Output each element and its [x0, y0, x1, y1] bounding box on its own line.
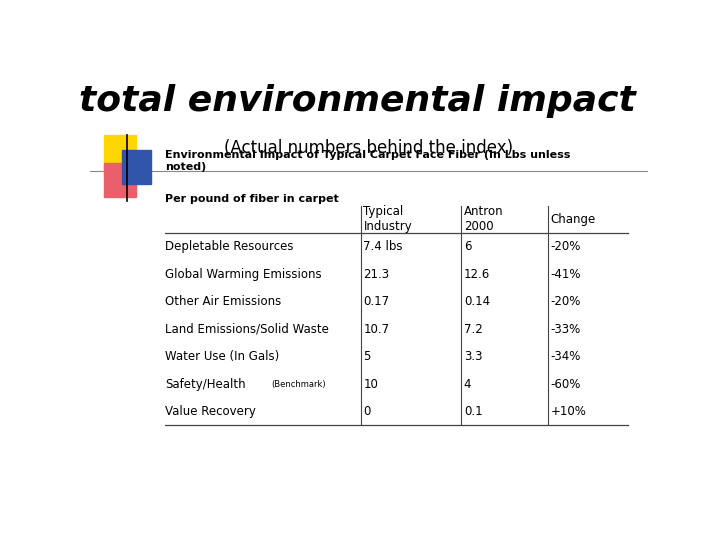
Text: 0.17: 0.17	[364, 295, 390, 308]
Text: 5: 5	[364, 350, 371, 363]
Text: (Benchmark): (Benchmark)	[271, 380, 326, 389]
Text: Safety/Health: Safety/Health	[166, 377, 246, 390]
Text: -34%: -34%	[550, 350, 581, 363]
Text: Land Emissions/Solid Waste: Land Emissions/Solid Waste	[166, 323, 329, 336]
Bar	[104, 136, 136, 175]
Text: -20%: -20%	[550, 295, 581, 308]
Text: Change: Change	[550, 213, 595, 226]
Text: Antron
2000: Antron 2000	[464, 206, 503, 233]
Text: -20%: -20%	[550, 240, 581, 253]
Text: Value Recovery: Value Recovery	[166, 405, 256, 418]
Text: -41%: -41%	[550, 268, 581, 281]
Text: -33%: -33%	[550, 323, 580, 336]
Text: 7.4 lbs: 7.4 lbs	[364, 240, 403, 253]
Text: -60%: -60%	[550, 377, 581, 390]
Bar	[104, 163, 136, 197]
Text: 0.1: 0.1	[464, 405, 482, 418]
Text: total environmental impact: total environmental impact	[79, 84, 636, 118]
Text: Water Use (In Gals): Water Use (In Gals)	[166, 350, 279, 363]
Text: Depletable Resources: Depletable Resources	[166, 240, 294, 253]
Text: 7.2: 7.2	[464, 323, 482, 336]
Text: Typical
Industry: Typical Industry	[364, 206, 412, 233]
Text: 6: 6	[464, 240, 472, 253]
Text: 12.6: 12.6	[464, 268, 490, 281]
Text: +10%: +10%	[550, 405, 586, 418]
Text: (Actual numbers behind the index): (Actual numbers behind the index)	[225, 139, 513, 157]
Text: Other Air Emissions: Other Air Emissions	[166, 295, 282, 308]
Text: 4: 4	[464, 377, 472, 390]
Text: 21.3: 21.3	[364, 268, 390, 281]
Text: Per pound of fiber in carpet: Per pound of fiber in carpet	[166, 194, 339, 204]
Bar	[122, 150, 151, 184]
Text: 10: 10	[364, 377, 378, 390]
Text: Global Warming Emissions: Global Warming Emissions	[166, 268, 322, 281]
Text: 10.7: 10.7	[364, 323, 390, 336]
Text: 0.14: 0.14	[464, 295, 490, 308]
Text: 0: 0	[364, 405, 371, 418]
Text: Environmental Impact of Typical Carpet Face Fiber (In Lbs unless
noted): Environmental Impact of Typical Carpet F…	[166, 151, 571, 172]
Text: 3.3: 3.3	[464, 350, 482, 363]
